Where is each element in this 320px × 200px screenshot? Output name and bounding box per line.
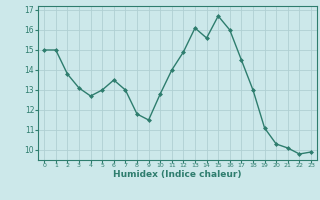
- X-axis label: Humidex (Indice chaleur): Humidex (Indice chaleur): [113, 170, 242, 179]
